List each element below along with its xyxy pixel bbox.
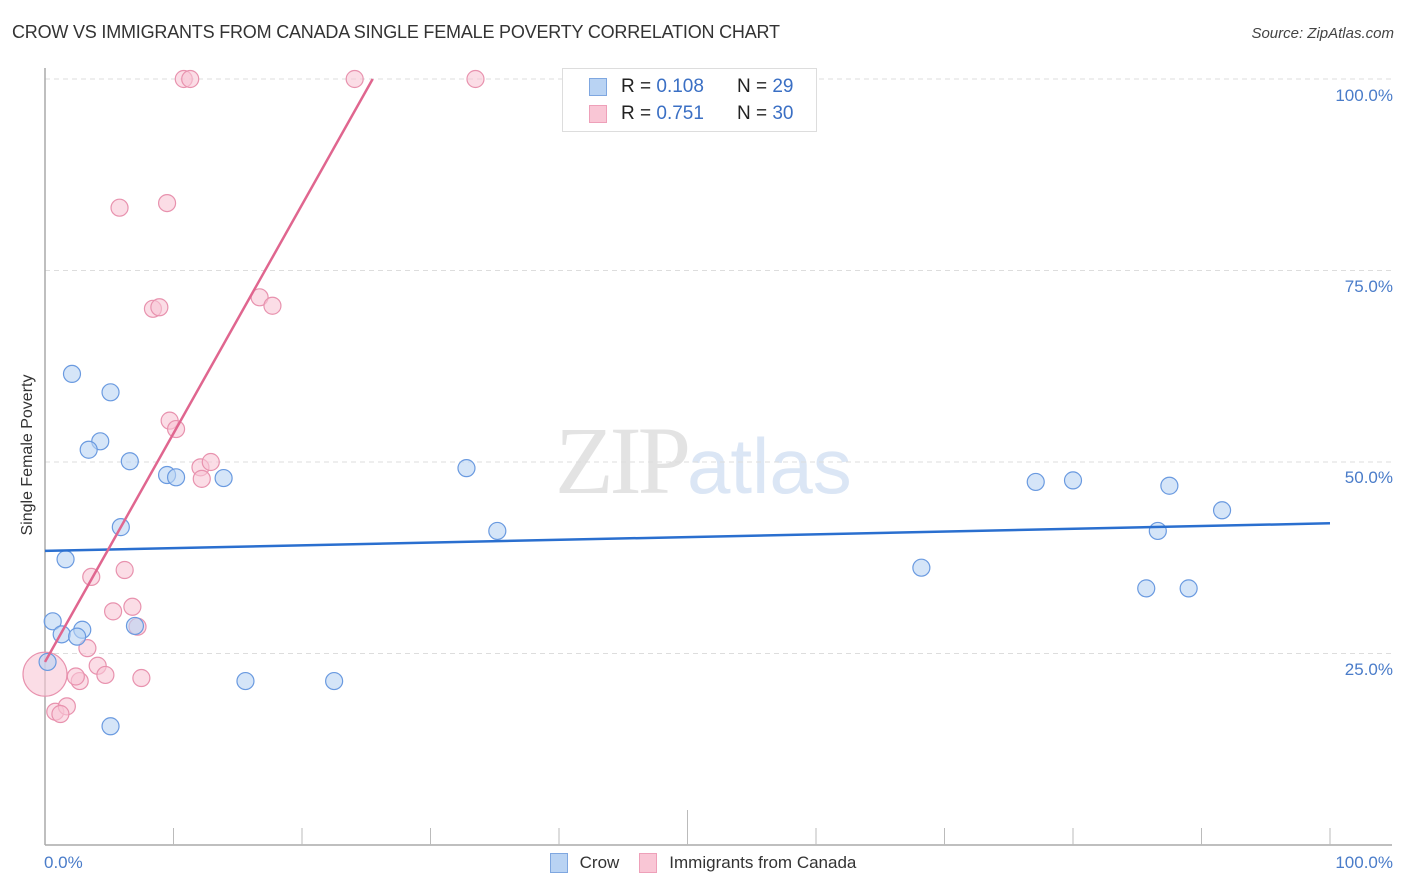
data-point xyxy=(192,469,211,488)
data-point xyxy=(79,440,98,459)
data-point xyxy=(1160,476,1179,495)
data-point xyxy=(457,459,476,478)
data-point xyxy=(214,468,233,488)
axes xyxy=(44,68,1392,846)
watermark: ZIPatlas xyxy=(555,405,852,516)
legend-label-crow: Crow xyxy=(579,853,620,872)
chart-title: CROW VS IMMIGRANTS FROM CANADA SINGLE FE… xyxy=(12,22,780,42)
immigrants-trend-line xyxy=(43,78,374,663)
watermark-zip: ZIP xyxy=(555,407,691,514)
n-label: N = xyxy=(736,103,768,124)
data-point xyxy=(157,193,177,213)
data-point xyxy=(115,560,134,580)
source-label: Source: ZipAtlas.com xyxy=(1251,25,1394,42)
data-point xyxy=(201,452,220,472)
r-label: R = xyxy=(621,103,652,124)
y-tick-50: 50.0% xyxy=(1344,468,1393,487)
immigrants-legend-icon xyxy=(639,853,658,873)
data-point xyxy=(101,717,120,736)
data-point xyxy=(181,69,200,89)
data-point xyxy=(1179,579,1198,598)
r-value: 0.751 xyxy=(656,103,704,124)
data-point xyxy=(51,704,70,724)
data-point xyxy=(1063,471,1083,490)
y-axis-label: Single Female Poverty xyxy=(19,374,36,536)
data-point xyxy=(325,671,344,691)
crow-trend-line xyxy=(44,522,1331,553)
legend-row-crow: R = 0.108 N = 29 xyxy=(589,76,793,98)
data-point xyxy=(1137,579,1156,598)
data-point xyxy=(96,665,115,685)
data-point xyxy=(166,468,186,487)
data-point xyxy=(56,550,75,569)
gridlines xyxy=(45,78,1392,654)
data-point xyxy=(62,364,82,384)
x-tick-0: 0.0% xyxy=(44,853,83,872)
watermark-atlas: atlas xyxy=(687,422,852,510)
data-point xyxy=(123,597,142,616)
crow-swatch-icon xyxy=(589,78,607,96)
data-point xyxy=(38,652,57,672)
data-point xyxy=(68,627,87,646)
data-point xyxy=(263,296,282,315)
data-point xyxy=(236,671,255,691)
data-point xyxy=(1148,521,1167,541)
legend-label-immigrants: Immigrants from Canada xyxy=(669,853,857,872)
y-tick-25: 25.0% xyxy=(1344,660,1393,679)
x-tick-100: 100.0% xyxy=(1335,853,1393,872)
series-crow xyxy=(38,364,1232,736)
data-point xyxy=(132,668,151,688)
immigrants-swatch-icon xyxy=(589,105,607,123)
data-point xyxy=(125,616,145,636)
n-value: 30 xyxy=(772,103,794,124)
data-point xyxy=(110,198,129,217)
data-point xyxy=(101,383,120,402)
series-legend: Crow Immigrants from Canada xyxy=(0,853,1406,873)
n-label: N = xyxy=(736,76,768,97)
n-value: 29 xyxy=(772,76,794,97)
series-immigrants-from-canada xyxy=(22,69,485,724)
data-point xyxy=(912,558,931,577)
correlation-legend: R = 0.108 N = 29 R = 0.751 N = 30 xyxy=(562,68,817,132)
data-point xyxy=(66,667,85,686)
r-value: 0.108 xyxy=(656,76,704,97)
trend-lines xyxy=(43,78,1331,663)
crow-legend-icon xyxy=(549,853,568,873)
data-point xyxy=(466,69,485,89)
legend-item-crow: Crow xyxy=(549,853,620,873)
data-point xyxy=(104,602,123,621)
r-label: R = xyxy=(621,76,652,97)
data-point xyxy=(345,69,364,89)
legend-row-immigrants: R = 0.751 N = 30 xyxy=(589,103,793,125)
y-tick-75: 75.0% xyxy=(1344,277,1393,296)
data-point xyxy=(488,521,507,541)
y-tick-100: 100.0% xyxy=(1335,86,1393,105)
data-point xyxy=(120,452,139,471)
data-point xyxy=(150,298,169,317)
data-point xyxy=(1212,501,1232,520)
data-point xyxy=(78,639,97,658)
data-point xyxy=(43,612,62,631)
legend-item-immigrants: Immigrants from Canada xyxy=(639,853,856,873)
data-point xyxy=(1026,472,1045,492)
